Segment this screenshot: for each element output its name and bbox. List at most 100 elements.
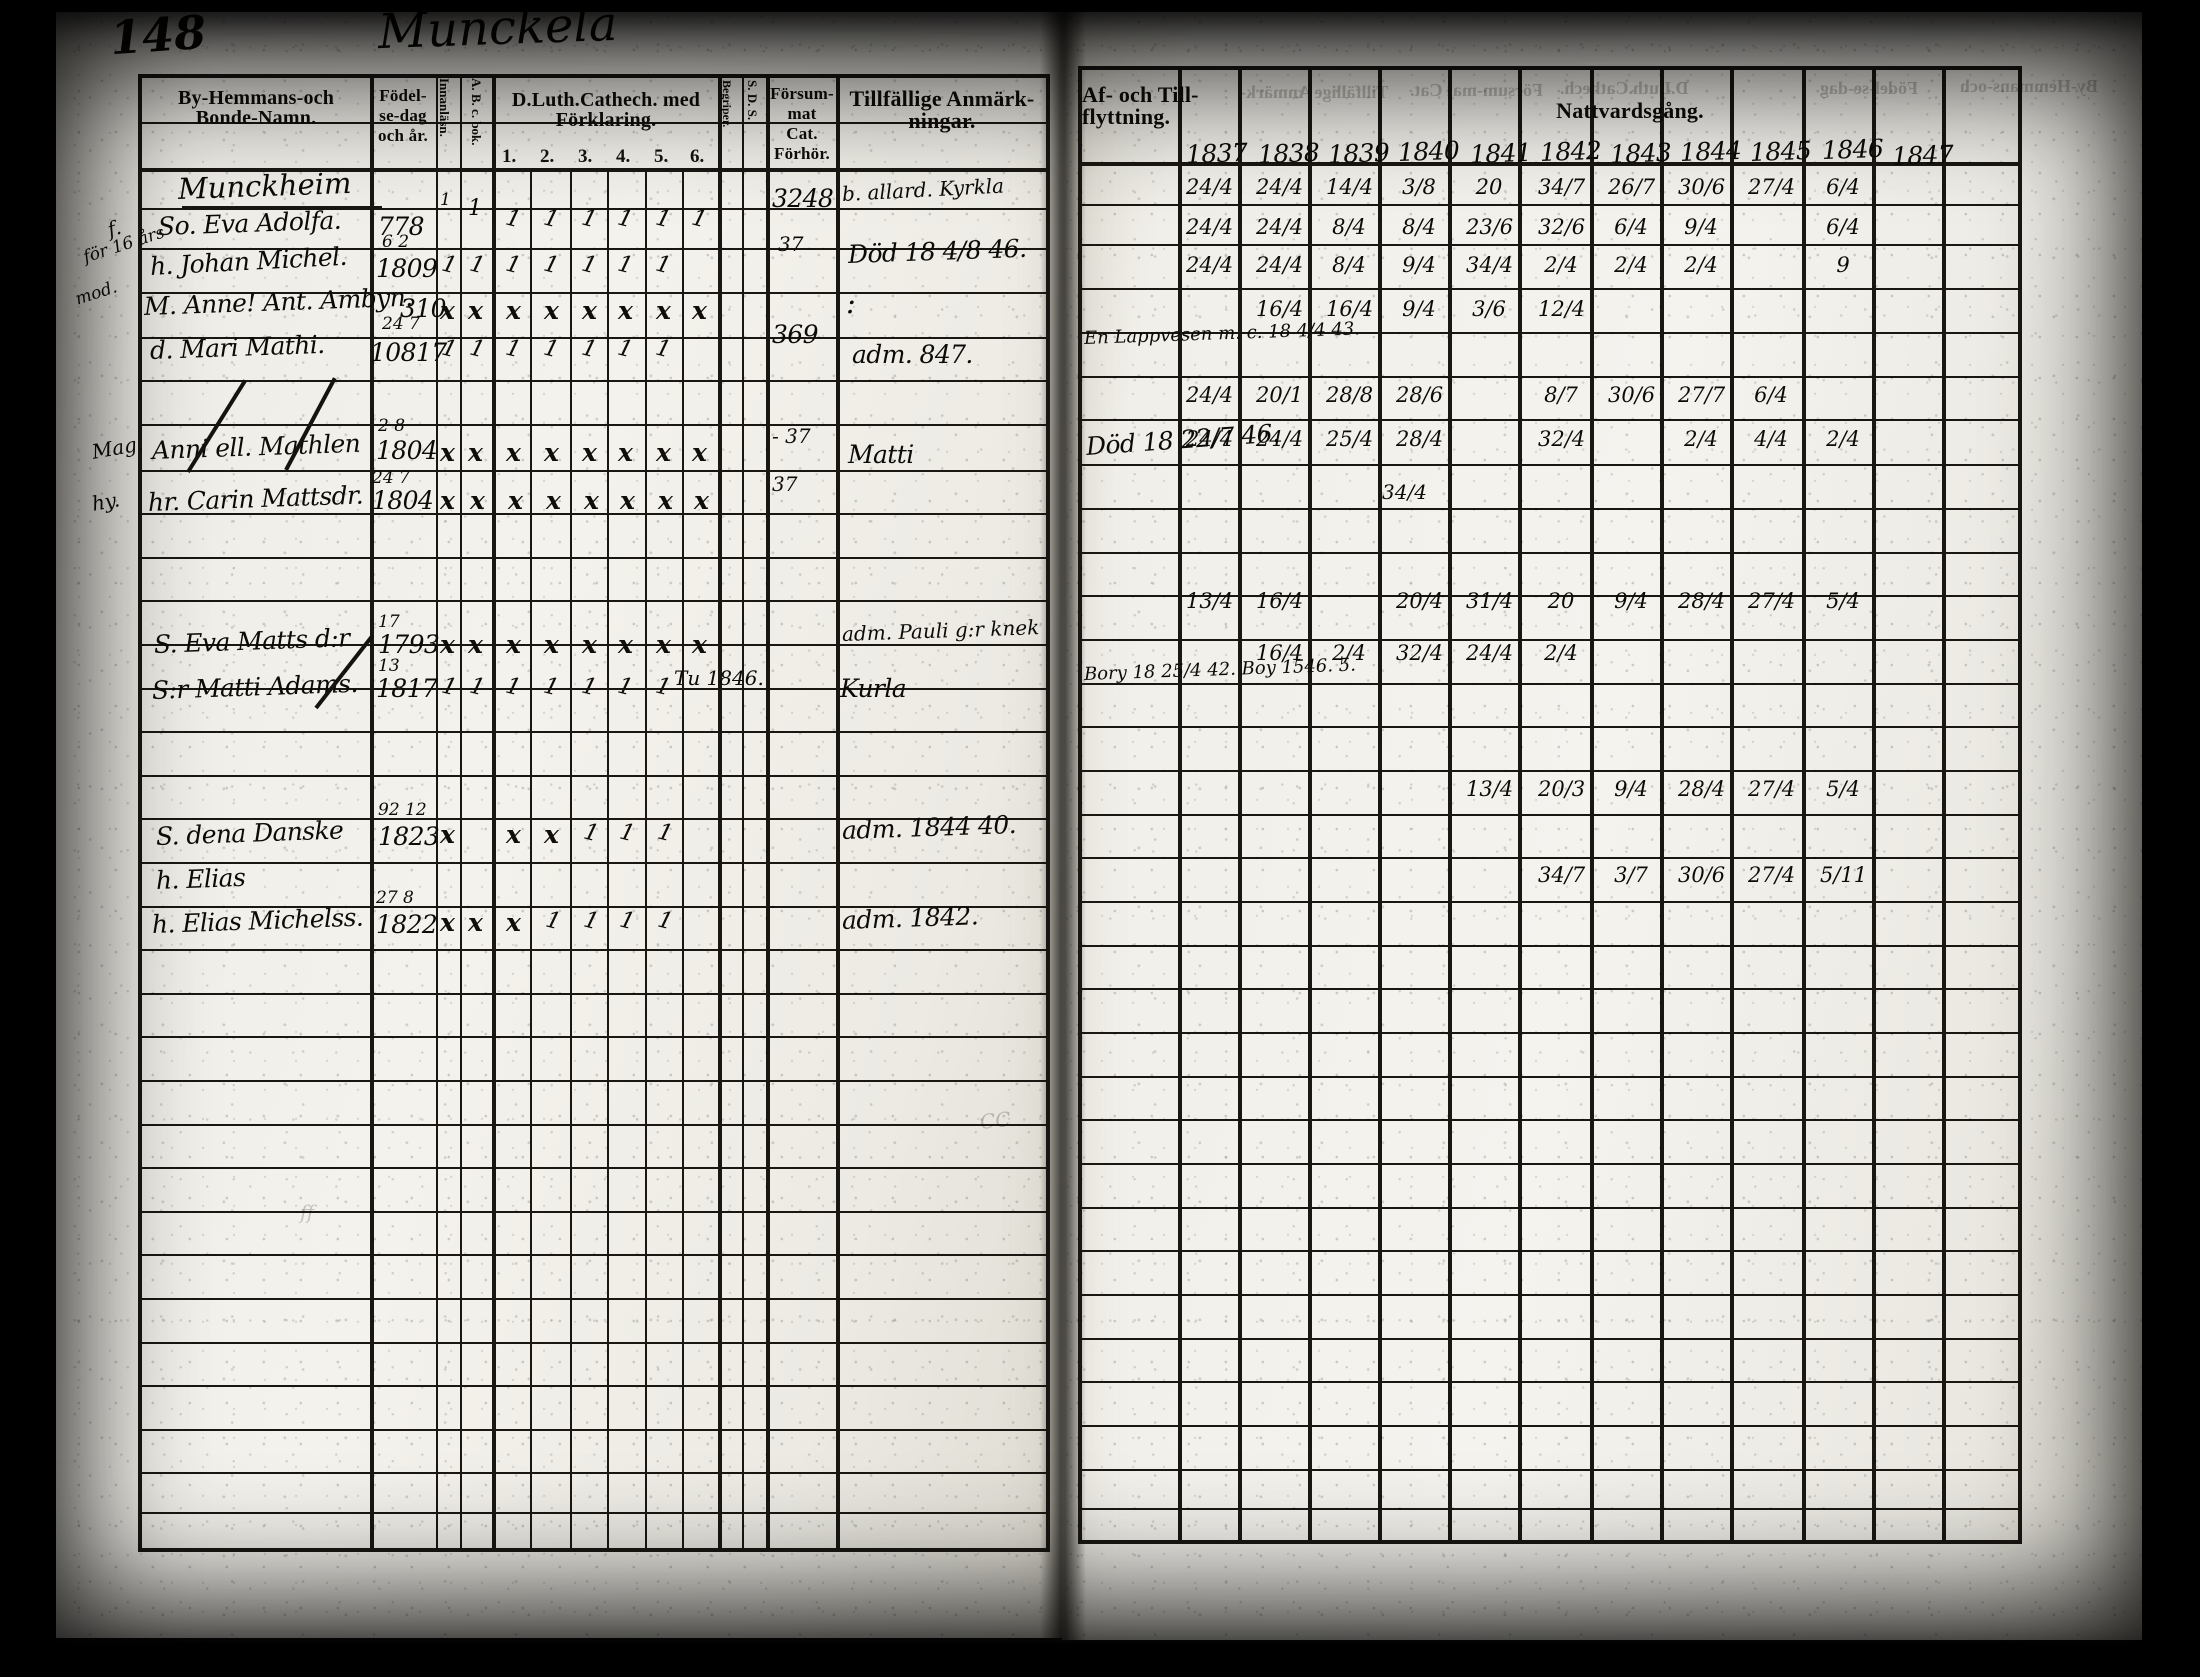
nattvards-r9-y1841: 13/4 <box>1466 777 1514 801</box>
nattvards-r9-y1844: 28/4 <box>1678 777 1726 801</box>
row-8-sds: Tu 1846. <box>674 666 764 690</box>
nattvards-r7-y1841: 31/4 <box>1466 589 1514 613</box>
row-9-catech-1: x <box>506 820 521 849</box>
row-5-catech-3: x <box>582 438 597 467</box>
row-7-catech-4: x <box>618 630 633 659</box>
nattvards-r1-y1845: 27/4 <box>1748 175 1796 199</box>
row-6-innanlasn: x <box>440 486 455 515</box>
nattvards-r1-y1842: 34/7 <box>1538 175 1586 199</box>
page-leaf-right <box>1062 4 2142 1640</box>
nattvards-r4-y1840: 9/4 <box>1402 297 1436 321</box>
row-3-catech-1: x <box>506 296 521 325</box>
row-7-innanlasn: x <box>440 630 455 659</box>
column-header-nattvardsgang: Nattvardsgång. <box>1556 98 1704 123</box>
year-header-1842: 1842 <box>1539 135 1602 167</box>
row-6-catech-2: x <box>546 486 561 515</box>
nattvards-r1-y1846: 6/4 <box>1826 175 1860 199</box>
row-5-catech-5: x <box>656 438 671 467</box>
row-9-birth-sup: 92 12 <box>378 800 427 820</box>
catech-subhdr-5: 5. <box>654 146 669 167</box>
row-7-birth-sup: 17 <box>378 612 400 632</box>
row-1-birth: 778 <box>378 212 425 241</box>
nattvards-r7-y1838: 16/4 <box>1256 589 1304 613</box>
row-1-forsummat: 3248 <box>772 184 834 213</box>
row-9-innanlasn: x <box>440 820 455 849</box>
row-4-anmarkningar: adm. 847. <box>852 340 973 369</box>
nattvards-r9-y1845: 27/4 <box>1748 777 1796 801</box>
nattvards-r5-y1840: 28/6 <box>1396 383 1444 407</box>
nattvards-r6-y1840: 28/4 <box>1396 427 1444 451</box>
bleed-through-text: D.Luth.Cathech. <box>1560 78 1689 98</box>
bleed-through-text: Försum-mat Cat. <box>1410 80 1543 100</box>
row-7-catech-6: x <box>692 630 707 659</box>
row-3-birth: 310 <box>400 294 447 323</box>
row-2-anmarkningar: Död 18 4/8 46. <box>847 233 1027 269</box>
row-6-abcbok: x <box>470 486 485 515</box>
row-6-catech-1: x <box>508 486 523 515</box>
bleed-through-text: Födel-se-dag <box>1820 78 1918 98</box>
column-header-name: By-Hemmans-och Bonde-Namn. <box>177 87 335 130</box>
photo-edge-bottom <box>0 1643 2200 1677</box>
nattvards-r3-y1840: 9/4 <box>1402 253 1436 277</box>
nattvards-r2-y1843: 6/4 <box>1614 215 1648 239</box>
column-header-catech: D.Luth.Cathech. med Förklaring. <box>511 89 701 132</box>
nattvards-r2-y1838: 24/4 <box>1256 215 1304 239</box>
row-5-catech-1: x <box>506 438 521 467</box>
row-5-innanlasn: x <box>440 438 455 467</box>
row-3-anmarkningar: : <box>846 286 856 320</box>
nattvards-r1-y1844: 30/6 <box>1678 175 1726 199</box>
nattvards-r5-y1844: 27/7 <box>1678 383 1726 407</box>
row-5-birth-sup: 2 8 <box>378 416 406 436</box>
nattvards-r8-y1838: 16/4 <box>1256 641 1304 665</box>
row-6-catech-6: x <box>694 486 709 515</box>
row-8-birth: 1817 <box>376 674 438 703</box>
nattvards-r2-y1842: 32/6 <box>1538 215 1586 239</box>
year-header-1837: 1837 <box>1185 137 1248 169</box>
row-6-margin: hy. <box>89 487 122 516</box>
nattvards-r4-y1841: 3/6 <box>1472 297 1506 321</box>
row-2-birth: 1809 <box>376 254 438 283</box>
catech-subhdr-3: 3. <box>578 146 593 167</box>
row-7-catech-5: x <box>656 630 671 659</box>
nattvards-r3-y1838: 24/4 <box>1256 253 1304 277</box>
row-6-catech-4: x <box>620 486 635 515</box>
nattvards-r7-y1837: 13/4 <box>1186 589 1234 613</box>
nattvards-r3-y1844: 2/4 <box>1684 253 1718 277</box>
row-11-catech-1: x <box>506 908 521 937</box>
nattvards-r2-y1841: 23/6 <box>1466 215 1514 239</box>
row-8-anmarkningar: Kurla <box>840 674 907 703</box>
nattvards-r2-y1840: 8/4 <box>1402 215 1436 239</box>
nattvards-r8-y1842: 2/4 <box>1544 641 1578 665</box>
book-gutter-shadow <box>1040 0 1086 1677</box>
nattvards-r3-y1843: 2/4 <box>1614 253 1648 277</box>
nattvards-r7-y1842: 20 <box>1547 589 1575 613</box>
row-4-forsummat: 369 <box>772 320 819 349</box>
row-8-birth-sup: 13 <box>378 656 400 676</box>
nattvards-r8-y1841: 24/4 <box>1466 641 1514 665</box>
row-3-innanlasn: x <box>440 296 455 325</box>
row-7-abcbok: x <box>468 630 483 659</box>
row-9-birth: 1823 <box>378 822 440 851</box>
nattvards-r6-y1844: 2/4 <box>1684 427 1718 451</box>
photo-edge-right <box>2142 0 2200 1677</box>
row-11-birth-sup: 27 8 <box>376 888 414 908</box>
row-3-abcbok: x <box>468 296 483 325</box>
nattvards-r4-y1842: 12/4 <box>1538 297 1586 321</box>
nattvards-r11-y1845: 27/4 <box>1748 863 1796 887</box>
nattvards-r3-y1841: 34/4 <box>1466 253 1514 277</box>
year-header-1840: 1840 <box>1397 135 1460 167</box>
year-header-1839: 1839 <box>1327 137 1390 169</box>
row-5-catech-2: x <box>544 438 559 467</box>
nattvards-r2-y1844: 9/4 <box>1684 215 1718 239</box>
nattvards-r8-y1839: 2/4 <box>1332 641 1366 665</box>
row-heading-name: Munckheim <box>177 165 352 206</box>
nattvards-r6-y1846: 2/4 <box>1826 427 1860 451</box>
nattvards-r6-y1842: 32/4 <box>1538 427 1586 451</box>
nattvards-r3-y1842: 2/4 <box>1544 253 1578 277</box>
nattvards-r6-y1838: 24/4 <box>1256 427 1304 451</box>
row-2-birth-sup: 6 2 <box>382 232 410 252</box>
year-header-1838: 1838 <box>1257 137 1320 169</box>
nattvards-r7-y1846: 5/4 <box>1826 589 1860 613</box>
row-7-catech-2: x <box>544 630 559 659</box>
